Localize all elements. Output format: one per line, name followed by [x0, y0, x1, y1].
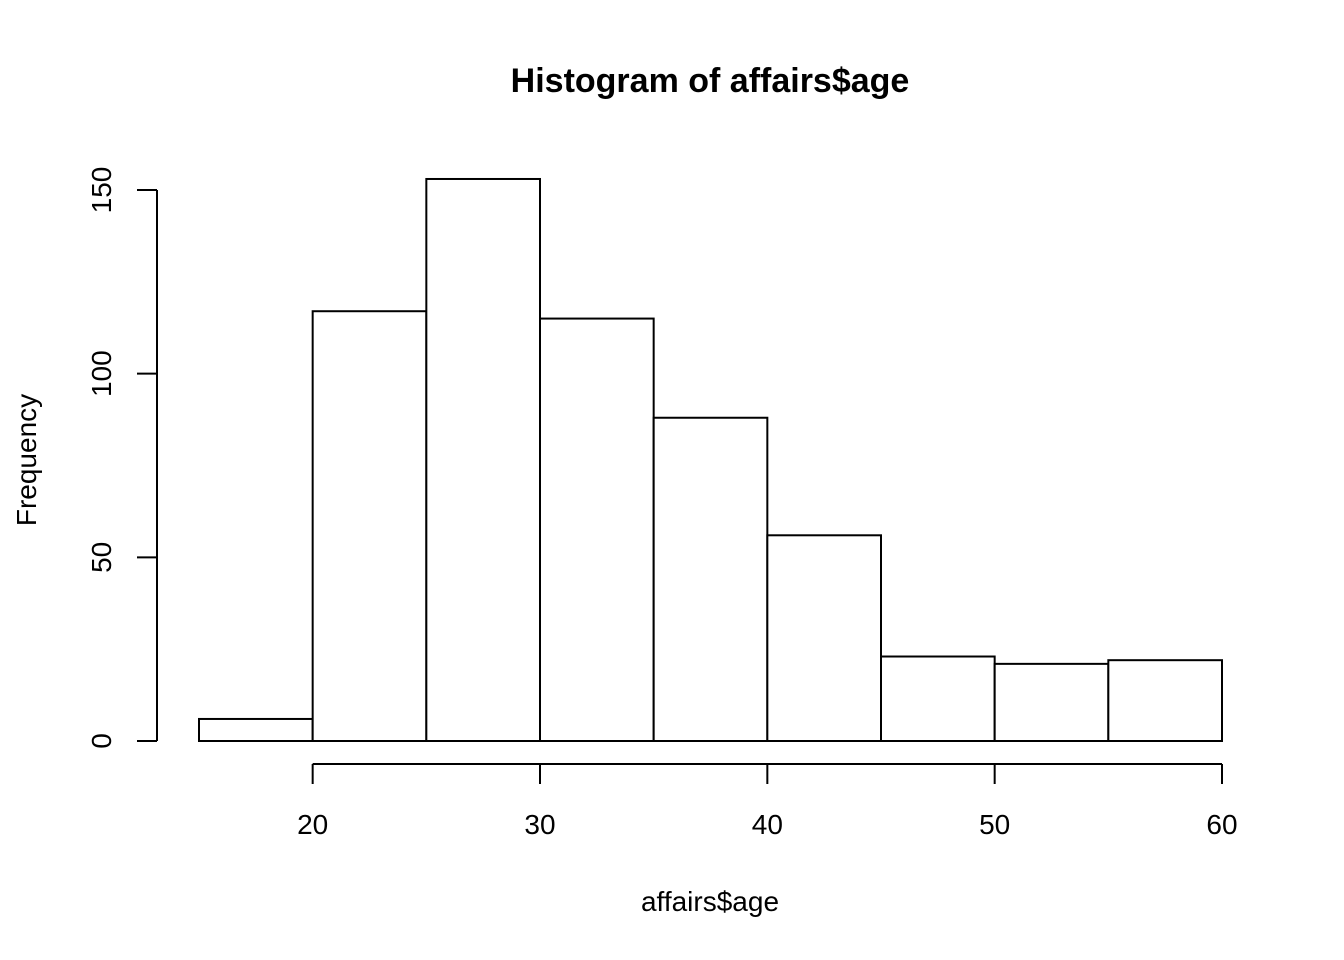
y-tick-label-100: 100	[86, 350, 117, 397]
x-tick-label-40: 40	[752, 809, 783, 840]
chart-title: Histogram of affairs$age	[511, 62, 910, 100]
x-tick-label-30: 30	[524, 809, 555, 840]
y-tick-label-50: 50	[86, 542, 117, 573]
x-axis-label: affairs$age	[641, 886, 779, 917]
y-axis-label: Frequency	[11, 394, 42, 526]
y-tick-label-150: 150	[86, 167, 117, 214]
histogram-bar-25-30	[425, 177, 542, 743]
histogram-bar-50-55	[993, 662, 1110, 742]
histogram-bar-45-50	[880, 655, 996, 742]
x-tick-label-20: 20	[297, 809, 328, 840]
histogram-bar-20-25	[311, 310, 428, 742]
histogram-bar-40-45	[766, 534, 882, 742]
histogram-bar-30-35	[539, 317, 655, 742]
y-tick-label-0: 0	[86, 733, 117, 749]
x-axis: 20 30 40 50 60	[297, 763, 1238, 840]
y-axis: 0 50 100 150	[86, 167, 158, 749]
x-tick-label-50: 50	[979, 809, 1010, 840]
x-tick-label-60: 60	[1206, 809, 1237, 840]
bars-group	[198, 177, 1224, 743]
histogram-bar-35-40	[652, 416, 769, 742]
histogram-bar-15-20	[198, 717, 314, 743]
histogram-bar-55-60	[1107, 659, 1224, 742]
